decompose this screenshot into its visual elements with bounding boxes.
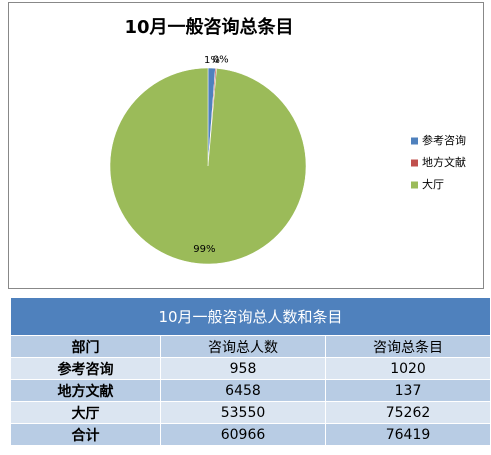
table-cell: 咨询总人数 <box>160 335 326 358</box>
table-cell: 部门 <box>10 335 161 358</box>
legend-swatch <box>411 137 418 145</box>
table-cell: 60966 <box>160 423 326 446</box>
legend-label: 地方文献 <box>422 155 466 169</box>
legend-swatch <box>411 159 418 167</box>
table-row: 大厅 53550 75262 <box>10 401 491 424</box>
table-cell: 参考咨询 <box>10 357 161 380</box>
legend-label: 大厅 <box>422 177 444 191</box>
chart-title: 10月一般咨询总条目 <box>124 16 293 38</box>
table-cell: 75262 <box>324 401 491 424</box>
table-cell: 合计 <box>10 423 161 446</box>
table-cell: 1020 <box>324 357 491 380</box>
table-row: 合计 60966 76419 <box>10 423 491 446</box>
legend-label: 参考咨询 <box>422 133 466 147</box>
table-row: 10月一般咨询总人数和条目 <box>9 297 491 336</box>
table-cell: 958 <box>160 357 326 380</box>
data-label: 99% <box>193 244 215 255</box>
table-cell: 10月一般咨询总人数和条目 <box>9 297 491 336</box>
data-label: 0% <box>213 54 229 65</box>
legend-swatch <box>411 181 418 189</box>
table-cell: 咨询总条目 <box>324 335 491 358</box>
table-cell: 53550 <box>160 401 326 424</box>
table-cell: 76419 <box>324 423 491 446</box>
pie-slice <box>109 67 307 265</box>
chart-area: 10月一般咨询总条目 1% 0% 99% 参考咨询地方文献大厅 <box>8 2 484 289</box>
table-cell: 大厅 <box>10 401 161 424</box>
table-cell: 地方文献 <box>10 379 161 402</box>
table-row: 参考咨询 958 1020 <box>10 357 491 380</box>
table-cell: 137 <box>324 379 491 402</box>
data-label: 1% <box>204 55 220 66</box>
table-cell: 6458 <box>160 379 326 402</box>
data-table: 10月一般咨询总人数和条目 部门 咨询总人数 咨询总条目 参考咨询 958 1020 地方文献… <box>9 297 491 446</box>
table-row: 地方文献 6458 137 <box>10 379 491 402</box>
table-row: 部门 咨询总人数 咨询总条目 <box>10 335 491 358</box>
